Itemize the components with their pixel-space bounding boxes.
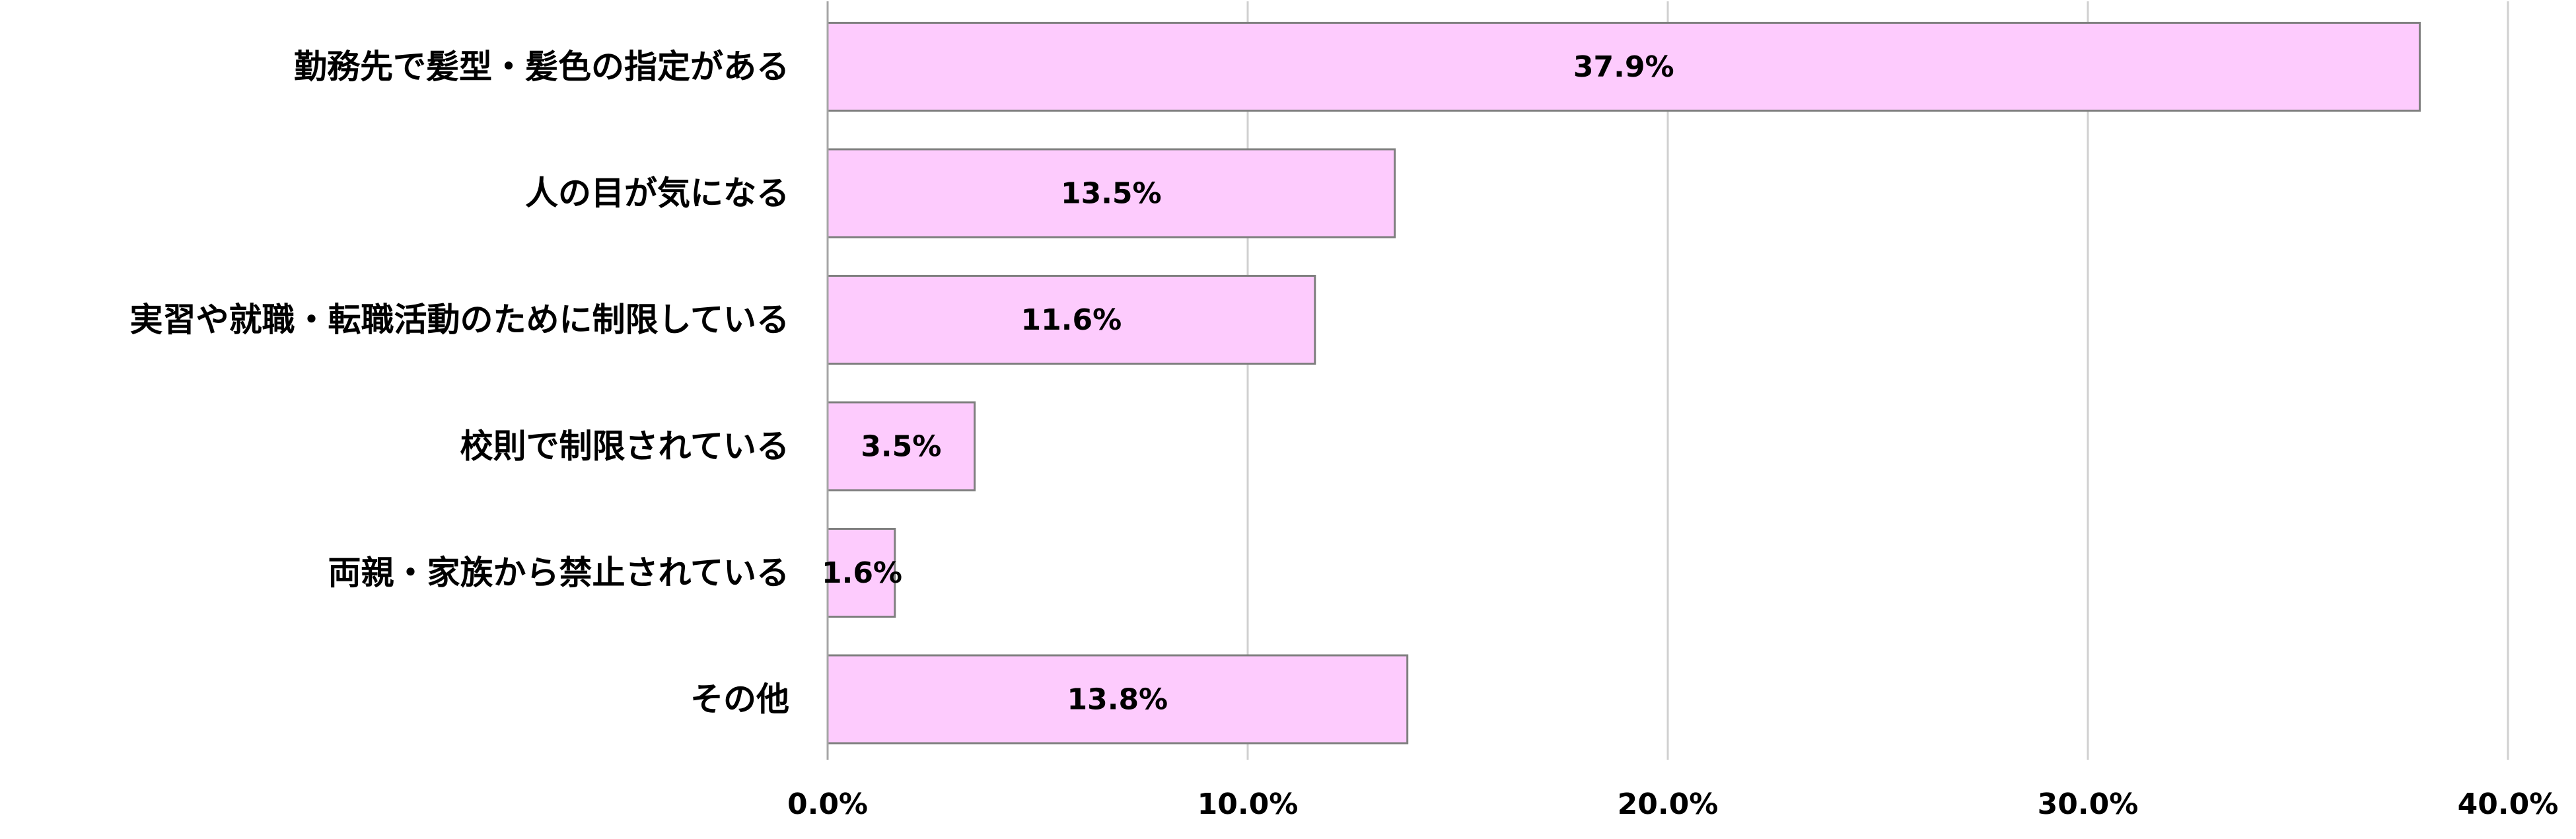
data-label: 11.6% — [1021, 303, 1122, 337]
data-label: 1.6% — [822, 556, 902, 590]
x-tick-label: 30.0% — [2038, 787, 2139, 821]
category-label: 人の目が気になる — [525, 174, 789, 213]
category-label: その他 — [690, 680, 789, 719]
category-label: 実習や就職・転職活動のために制限している — [130, 301, 790, 339]
data-label: 37.9% — [1573, 50, 1674, 84]
data-label: 3.5% — [861, 430, 941, 464]
x-tick-label: 0.0% — [787, 787, 868, 821]
bars — [826, 22, 2421, 745]
data-label: 13.8% — [1067, 683, 1168, 717]
x-tick-label: 10.0% — [1198, 787, 1299, 821]
data-label: 13.5% — [1061, 177, 1162, 211]
category-label: 両親・家族から禁止されている — [328, 554, 790, 592]
category-label: 校則で制限されている — [460, 427, 790, 466]
labels: 37.9% 勤務先で髪型・髪色の指定がある 13.5% 人の目が気になる 11.6% 実習… — [130, 48, 2559, 821]
x-tick-label: 20.0% — [1618, 787, 1719, 821]
bar — [826, 148, 1396, 238]
bar — [826, 275, 1316, 365]
bar — [826, 22, 2421, 112]
category-label: 勤務先で髪型・髪色の指定がある — [294, 48, 789, 86]
gridlines — [1246, 1, 2509, 760]
x-tick-label: 40.0% — [2458, 787, 2559, 821]
